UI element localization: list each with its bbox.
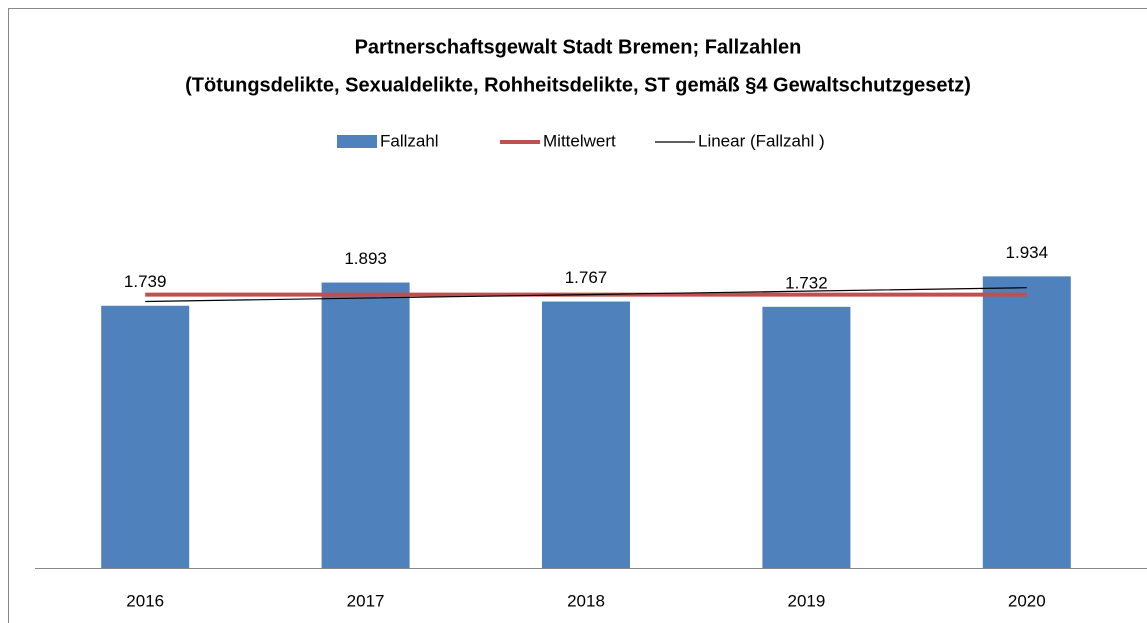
x-tick-label: 2017: [347, 591, 385, 610]
data-label: 1.934: [1006, 243, 1049, 262]
data-label: 1.767: [565, 268, 608, 287]
data-label: 1.739: [124, 272, 167, 291]
chart-title: Partnerschaftsgewalt Stadt Bremen; Fallz…: [355, 36, 802, 58]
line: [145, 287, 1027, 303]
legend-label: Fallzahl: [380, 131, 439, 150]
x-tick-label: 2019: [787, 591, 825, 610]
x-tick-label: 2018: [567, 591, 605, 610]
legend-label: Linear (Fallzahl ): [698, 131, 825, 150]
x-tick-label: 2020: [1008, 591, 1046, 610]
data-label: 1.893: [344, 249, 387, 268]
bar: [762, 306, 851, 568]
bar: [321, 282, 410, 568]
legend-label: Mittelwert: [543, 131, 616, 150]
data-label: 1.732: [785, 273, 828, 292]
legend-swatch: [337, 135, 377, 148]
chart-subtitle: (Tötungsdelikte, Sexualdelikte, Rohheits…: [185, 74, 971, 96]
bar: [542, 301, 630, 568]
x-tick-label: 2016: [126, 591, 164, 610]
bar: [101, 305, 190, 568]
bar: [982, 276, 1071, 568]
